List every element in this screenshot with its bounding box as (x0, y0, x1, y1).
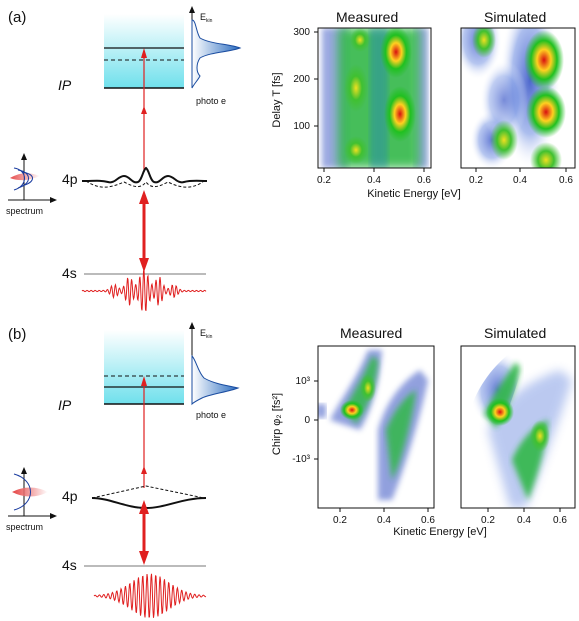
pulse-train (93, 573, 207, 618)
x-tick-label: 0.4 (513, 175, 527, 186)
4s-label: 4s (62, 557, 77, 573)
x-ticks-sim-a: 0.2 0.4 0.6 (469, 168, 573, 186)
4p-wavepacket-solid (91, 497, 207, 510)
measured-heatmap-a: Measured 300 200 100 (271, 9, 432, 186)
measured-title: Measured (336, 9, 398, 25)
y-tick-label: 10³ (296, 376, 311, 387)
x-tick-label: 0.4 (377, 515, 391, 526)
x-axis-label: Kinetic Energy [eV] (393, 526, 487, 538)
x-tick-label: 0.2 (317, 175, 331, 186)
y-tick-label: -10³ (292, 454, 310, 465)
ip-label: IP (58, 77, 72, 93)
pump-arrow-up (139, 190, 149, 204)
x-tick-label: 0.4 (517, 515, 531, 526)
measured-title: Measured (340, 325, 402, 341)
panel-a: (a) IP Ekin photo e 4p 4s (6, 6, 576, 312)
pump-arrow-down (139, 258, 149, 272)
spectrum-inset: spectrum (6, 153, 57, 216)
ekin-label: Ekin (200, 12, 213, 24)
ekin-label: Ekin (200, 328, 213, 340)
photo-e-label: photo e (196, 96, 226, 106)
simulated-heatmap-b: Simulated 0.2 0.4 0.6 (460, 325, 576, 526)
photo-e-label: photo e (196, 410, 226, 420)
4p-label: 4p (62, 488, 78, 504)
x-ticks-a: 0.2 0.4 0.6 (317, 168, 431, 186)
panel-b: (b) IP Ekin photo e 4p 4s (6, 322, 576, 618)
pump-arrow-down (139, 551, 149, 565)
pump-arrow-up (139, 500, 149, 514)
simulated-heatmap-a: Simulated 0.2 0.4 0.6 (460, 9, 576, 186)
y-tick-label: 100 (293, 121, 310, 132)
x-tick-label: 0.6 (421, 515, 435, 526)
y-tick-label: 300 (293, 27, 310, 38)
x-tick-label: 0.4 (367, 175, 381, 186)
panel-label: (b) (8, 326, 26, 343)
x-tick-label: 0.2 (333, 515, 347, 526)
photoelectron-spectrum: Ekin photo e (189, 322, 240, 420)
spectrum-label: spectrum (6, 206, 43, 216)
4p-wavepacket-solid (81, 166, 208, 184)
4s-label: 4s (62, 265, 77, 281)
x-ticks-b: 0.2 0.4 0.6 (333, 508, 435, 526)
measured-heatmap-b: Measured 10³ 0 -10³ Chirp φ₂ [fs²] (271, 325, 435, 526)
pulse-train (81, 269, 207, 312)
x-tick-label: 0.2 (469, 175, 483, 186)
4p-wavepacket-dashed (91, 485, 205, 499)
4p-label: 4p (62, 171, 78, 187)
x-tick-label: 0.6 (553, 515, 567, 526)
panel-label: (a) (8, 9, 26, 26)
4p-wavepacket-dashed (85, 180, 205, 188)
x-tick-label: 0.6 (417, 175, 431, 186)
y-tick-label: 200 (293, 74, 310, 85)
ip-label: IP (58, 397, 72, 413)
x-ticks-sim-b: 0.2 0.4 0.6 (481, 508, 567, 526)
x-axis-label: Kinetic Energy [eV] (367, 188, 461, 200)
y-ticks-a: 300 200 100 (293, 27, 318, 132)
x-tick-label: 0.2 (481, 515, 495, 526)
y-axis-label: Delay T [fs] (271, 72, 283, 127)
x-tick-label: 0.6 (559, 175, 573, 186)
simulated-title: Simulated (484, 9, 546, 25)
y-ticks-b: 10³ 0 -10³ (292, 376, 318, 465)
simulated-title: Simulated (484, 325, 546, 341)
spectrum-label: spectrum (6, 522, 43, 532)
y-tick-label: 0 (304, 415, 310, 426)
photoelectron-spectrum: Ekin photo e (189, 6, 242, 106)
y-axis-label: Chirp φ₂ [fs²] (271, 393, 283, 455)
spectrum-inset: spectrum (6, 467, 57, 532)
